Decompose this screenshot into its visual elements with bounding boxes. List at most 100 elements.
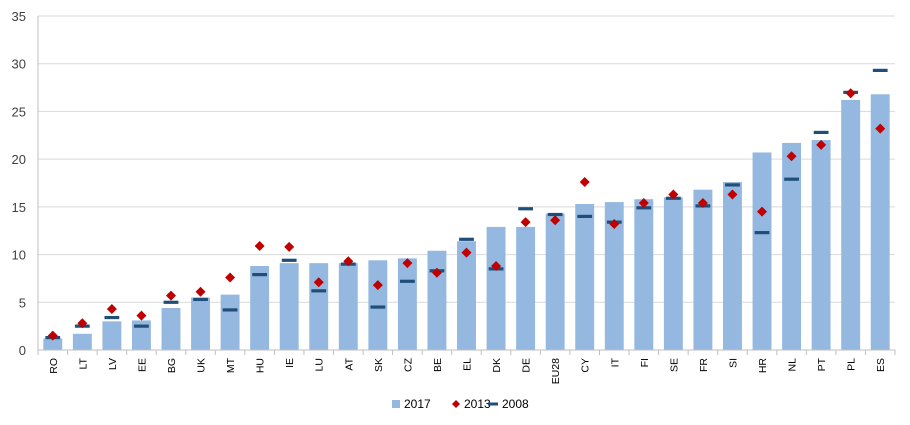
bar-MT bbox=[220, 294, 240, 350]
y-tick-label: 25 bbox=[12, 104, 26, 119]
diamond-marker-LU bbox=[313, 277, 324, 288]
bar-EU28 bbox=[545, 213, 565, 350]
x-tick-label: BE bbox=[432, 358, 444, 372]
diamond-marker-BE bbox=[431, 267, 442, 278]
dash-marker-HU bbox=[252, 273, 268, 277]
bar-EL bbox=[457, 241, 476, 350]
dash-marker-SK bbox=[370, 305, 386, 309]
legend-swatch-2013 bbox=[452, 400, 460, 408]
dash-marker-LV bbox=[104, 315, 120, 320]
diamond-marker-UK bbox=[195, 286, 206, 297]
diamond-marker-HU bbox=[254, 240, 265, 251]
dash-marker-BG bbox=[163, 300, 179, 304]
bar-HU bbox=[250, 266, 270, 350]
diamond-marker-ES bbox=[875, 123, 886, 134]
dash-marker-SI bbox=[725, 183, 740, 187]
diamond-marker-PT bbox=[816, 139, 827, 150]
diamond-marker-RO bbox=[47, 330, 58, 341]
bar-NL bbox=[782, 142, 802, 350]
dash-marker-CZ bbox=[400, 279, 415, 283]
axes bbox=[37, 16, 896, 355]
dash-marker-IE bbox=[281, 258, 297, 262]
diamond-marker-SE bbox=[668, 189, 679, 200]
x-tick-label: DE bbox=[521, 358, 533, 373]
bar-LU bbox=[309, 263, 329, 350]
bar-BE bbox=[427, 250, 447, 350]
x-tick-label: CY bbox=[580, 358, 592, 373]
x-tick-label: SI bbox=[727, 358, 739, 368]
x-tick-label: PL bbox=[846, 358, 858, 371]
x-tick-label: FR bbox=[698, 358, 710, 372]
bar-SE bbox=[663, 197, 683, 350]
x-tick-label: SE bbox=[668, 358, 680, 372]
bar-RO bbox=[43, 338, 63, 350]
x-tick-label: HR bbox=[757, 358, 769, 374]
x-tick-label: IE bbox=[284, 358, 296, 368]
diamond-marker-FR bbox=[697, 198, 708, 209]
x-tick-label: EL bbox=[462, 358, 474, 371]
dash-marker-MT bbox=[222, 308, 238, 312]
diamond-marker-EU28 bbox=[550, 215, 561, 226]
dash-marker-PT bbox=[813, 130, 829, 135]
y-tick-label: 20 bbox=[12, 152, 26, 167]
x-tick-label: CZ bbox=[402, 357, 414, 372]
x-tick-label: ES bbox=[875, 358, 887, 372]
y-tick-label: 15 bbox=[12, 200, 26, 215]
diamond-marker-DK bbox=[491, 261, 502, 272]
bar-SI bbox=[723, 182, 742, 350]
diamond-marker-CY bbox=[579, 177, 590, 188]
x-tick-label: LV bbox=[107, 358, 119, 370]
x-tick-label: LU bbox=[314, 358, 326, 371]
x-tick-label: HU bbox=[255, 358, 267, 373]
diamond-marker-PL bbox=[845, 88, 856, 99]
bar-BG bbox=[161, 308, 181, 350]
bar-SK bbox=[368, 260, 388, 350]
x-tick-label: RO bbox=[48, 358, 60, 374]
diamond-marker-IT bbox=[609, 219, 620, 230]
gridlines bbox=[38, 15, 895, 303]
diamond-marker-NL bbox=[786, 151, 797, 162]
bar-EE bbox=[131, 320, 151, 350]
diamond-marker-MT bbox=[225, 272, 236, 283]
legend-swatch-2017 bbox=[392, 400, 400, 408]
x-tick-label: AT bbox=[343, 357, 355, 370]
bars-2017 bbox=[43, 94, 890, 350]
diamond-marker-IE bbox=[284, 241, 295, 252]
bar-FI bbox=[634, 199, 654, 350]
dash-marker-EL bbox=[459, 237, 474, 241]
bar-IE bbox=[279, 263, 299, 350]
dash-marker-ES bbox=[872, 68, 888, 72]
diamond-marker-CZ bbox=[402, 258, 413, 269]
bar-FR bbox=[693, 189, 713, 350]
y-tick-label: 0 bbox=[19, 343, 26, 358]
bar-ES bbox=[870, 94, 890, 350]
legend-label-2013: 2013 bbox=[464, 397, 491, 411]
y-tick-label: 10 bbox=[12, 248, 26, 263]
diamond-marker-DE bbox=[520, 217, 531, 228]
bar-DE bbox=[516, 226, 536, 350]
bar-HR bbox=[752, 152, 772, 350]
x-tick-labels: RO LT LV EE BG UK MT HU IE LU AT SK CZ BE EL DK DE EU28 CY… bbox=[48, 357, 887, 384]
y-tick-label: 35 bbox=[12, 9, 26, 24]
x-tick-label: NL bbox=[787, 358, 799, 372]
dash-marker-CY bbox=[577, 214, 593, 218]
legend-label-2017: 2017 bbox=[404, 397, 431, 411]
x-tick-label: PT bbox=[816, 357, 828, 371]
legend-label-2008: 2008 bbox=[502, 397, 529, 411]
markers-2013 bbox=[47, 88, 886, 341]
x-tick-label: EU28 bbox=[550, 358, 562, 384]
diamond-marker-LT bbox=[77, 318, 88, 329]
legend-swatch-2008 bbox=[488, 402, 498, 406]
bar-UK bbox=[191, 297, 210, 350]
dash-marker-LU bbox=[311, 289, 327, 293]
x-tick-label: SK bbox=[373, 358, 385, 372]
diamond-marker-SI bbox=[727, 189, 738, 200]
bar-AT bbox=[338, 263, 358, 350]
bar-LT bbox=[72, 333, 92, 350]
diamond-marker-LV bbox=[106, 303, 117, 314]
y-tick-labels: 0 5 10 15 20 25 30 35 bbox=[12, 9, 26, 358]
x-tick-label: DK bbox=[491, 358, 503, 373]
dash-marker-UK bbox=[193, 297, 208, 302]
